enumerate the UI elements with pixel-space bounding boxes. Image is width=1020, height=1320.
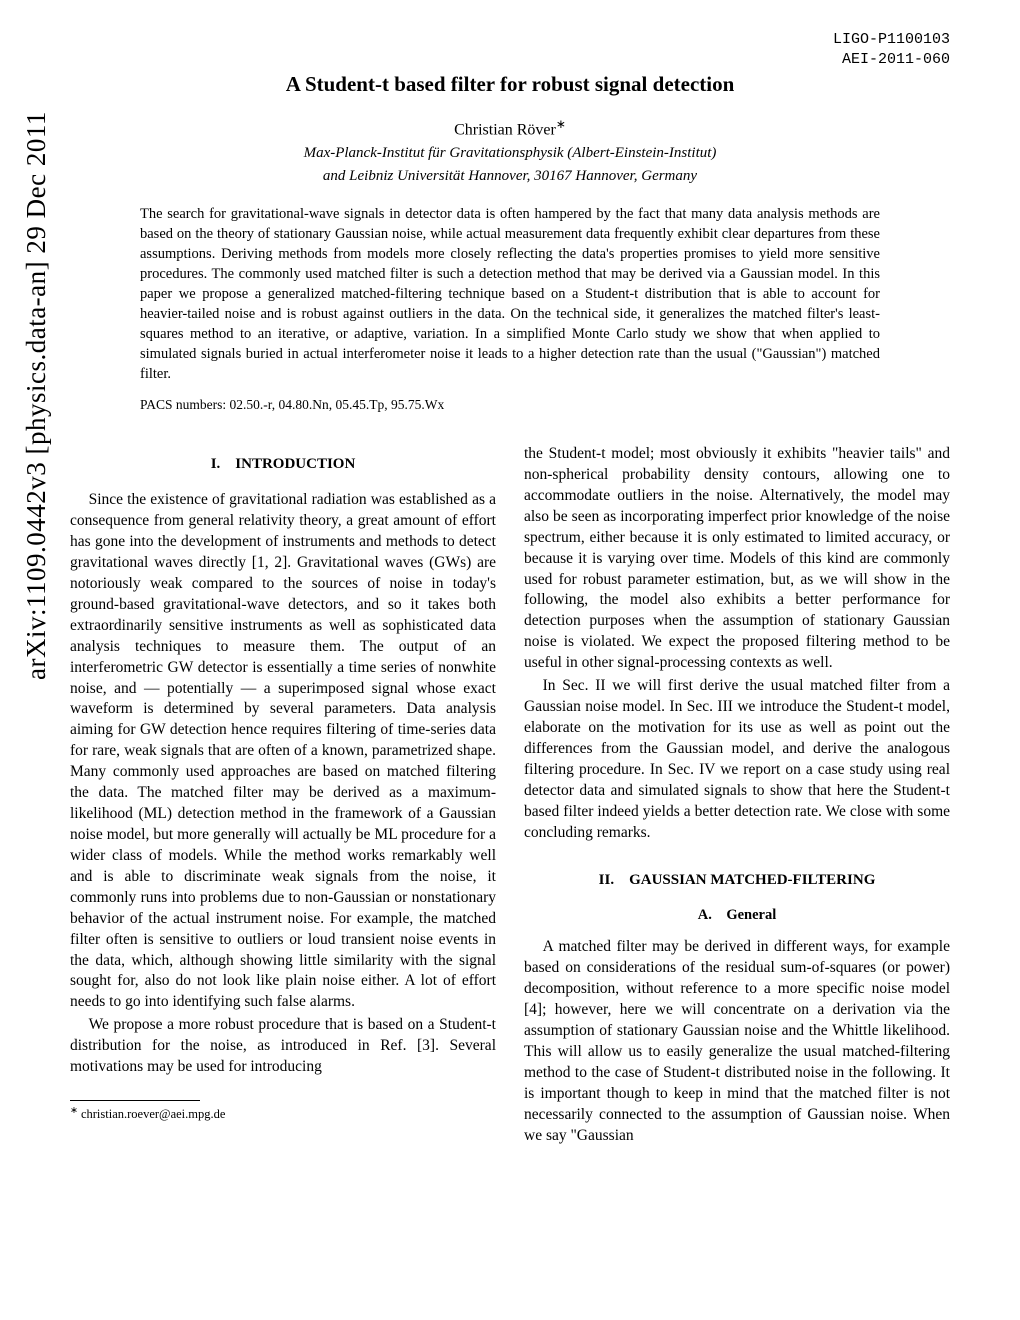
footnote-rule xyxy=(70,1100,200,1101)
section-2-heading: II. GAUSSIAN MATCHED-FILTERING xyxy=(524,870,950,890)
paper-title: A Student-t based filter for robust sign… xyxy=(70,70,950,98)
section-1-para-2: We propose a more robust procedure that … xyxy=(70,1015,496,1078)
footnote: ∗ christian.roever@aei.mpg.de xyxy=(70,1105,496,1123)
section-1-para-1: Since the existence of gravitational rad… xyxy=(70,490,496,1013)
author-line: Christian Röver∗ xyxy=(70,116,950,141)
footnote-text: christian.roever@aei.mpg.de xyxy=(78,1107,226,1121)
section-2a-heading: A. General xyxy=(524,906,950,926)
ligo-id: LIGO-P1100103 xyxy=(833,30,950,50)
affiliation-2: and Leibniz Universität Hannover, 30167 … xyxy=(70,166,950,186)
section-2a-para-1: A matched filter may be derived in diffe… xyxy=(524,937,950,1146)
footnote-mark: ∗ xyxy=(70,1106,78,1116)
pacs-numbers: PACS numbers: 02.50.-r, 04.80.Nn, 05.45.… xyxy=(140,396,880,414)
arxiv-label: arXiv:1109.0442v3 [physics.data-an] 29 D… xyxy=(18,111,54,680)
section-1-heading: I. INTRODUCTION xyxy=(70,454,496,474)
section-1-para-3: the Student-t model; most obviously it e… xyxy=(524,444,950,674)
abstract: The search for gravitational-wave signal… xyxy=(140,204,880,384)
body-columns: I. INTRODUCTION Since the existence of g… xyxy=(70,444,950,1147)
aei-id: AEI-2011-060 xyxy=(833,50,950,70)
section-1-para-4: In Sec. II we will first derive the usua… xyxy=(524,676,950,843)
document-ids: LIGO-P1100103 AEI-2011-060 xyxy=(833,30,950,69)
author-name: Christian Röver xyxy=(454,122,556,139)
affiliation-1: Max-Planck-Institut für Gravitationsphys… xyxy=(70,143,950,163)
author-footnote-mark: ∗ xyxy=(556,117,566,131)
